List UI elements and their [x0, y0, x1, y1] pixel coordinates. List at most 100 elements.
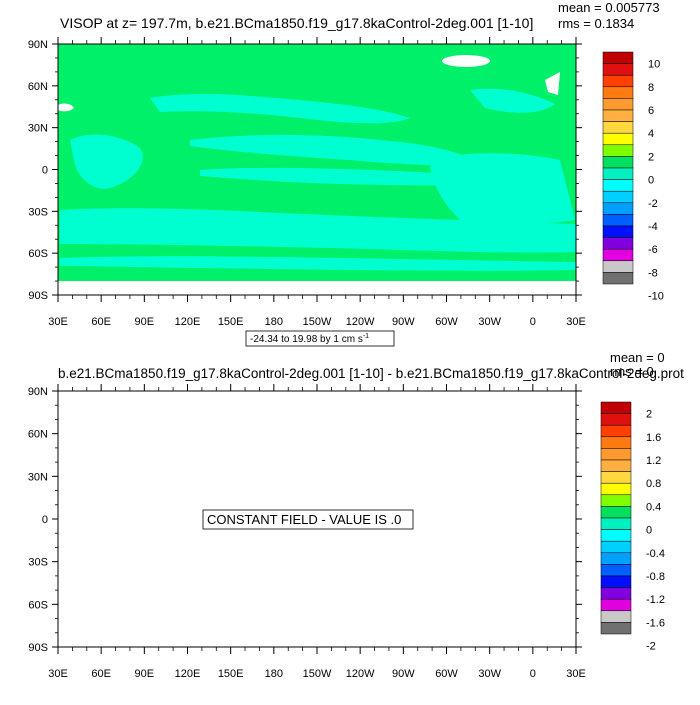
- ice-patch: [442, 55, 490, 67]
- bottom-colorbar-label: 0: [646, 525, 652, 537]
- anomaly-atlantic-north: [470, 88, 555, 113]
- bottom-colorbar-swatch: [600, 506, 632, 519]
- bottom-colorbar-label: 0.4: [646, 501, 661, 513]
- top-colorbar-swatch: [602, 51, 634, 64]
- top-xtick-label: 150W: [303, 316, 332, 328]
- anomaly-south-band: [60, 256, 576, 271]
- bottom-colorbar-swatch: [600, 587, 632, 600]
- top-colorbar-swatch: [602, 156, 634, 169]
- top-y-axis: 90N 60N 30N 0 30S 60S 90S: [28, 39, 582, 302]
- top-colorbar-label: 0: [648, 175, 654, 187]
- top-x-axis: 30E 60E 90E 120E 150E 180 150W 120W 90W 60W 30W 0 30…: [48, 37, 586, 328]
- anomaly-southern-ocean: [60, 208, 576, 253]
- top-colorbar-swatch: [602, 248, 634, 262]
- bottom-colorbar-swatch: [600, 575, 632, 588]
- top-colorbar-label: 10: [648, 59, 660, 71]
- bottom-colorbar-label: -0.4: [646, 548, 665, 560]
- top-colorbar-label: -10: [648, 291, 664, 303]
- bottom-colorbar-swatch: [600, 517, 632, 530]
- bottom-mean: mean = 0: [610, 350, 665, 365]
- bottom-xtick-label: 150E: [218, 668, 244, 680]
- vector-label-box: [245, 330, 395, 347]
- bottom-colorbar-label: -2: [646, 641, 656, 653]
- land-mask-west: [58, 103, 74, 112]
- bottom-panel: b.e21.BCma1850.f19_g17.8kaControl-2deg.0…: [28, 350, 684, 680]
- bottom-colorbar-swatch: [600, 448, 632, 461]
- anomaly-north-pacific: [150, 94, 410, 124]
- top-colorbar-swatch: [602, 63, 634, 76]
- bottom-colorbar-label: -1.6: [646, 617, 665, 629]
- top-colorbar-swatch: [602, 260, 634, 273]
- top-ytick-label: 30N: [28, 123, 48, 135]
- bottom-xtick-label: 120W: [346, 668, 375, 680]
- bottom-ytick-label: 30S: [28, 557, 48, 569]
- vector-label: -24.34 to 19.98 by 1 cm s-1: [250, 333, 369, 345]
- top-panel: VISOP at z= 197.7m, b.e21.BCma1850.f19_g…: [28, 0, 664, 347]
- bottom-xtick-label: 150W: [303, 668, 332, 680]
- top-rms: rms = 0.1834: [558, 16, 634, 31]
- bottom-colorbar-label: -1.2: [646, 594, 665, 606]
- bottom-colorbar-swatch: [600, 610, 632, 623]
- bottom-y-axis: 90N 60N 30N 0 30S 60S 90S: [28, 386, 582, 654]
- top-colorbar: 10 8 6 4 2 0 -2 -4 -6 -8 -10: [602, 51, 664, 303]
- anomaly-indian: [70, 134, 143, 189]
- top-colorbar-swatch: [602, 86, 634, 99]
- anomaly-south-atlantic: [430, 153, 575, 224]
- constant-field-label: CONSTANT FIELD - VALUE IS .0: [207, 512, 401, 527]
- top-colorbar-label: -4: [648, 221, 658, 233]
- top-colorbar-swatch: [602, 272, 634, 285]
- bottom-colorbar-label: 0.8: [646, 478, 661, 490]
- bottom-xtick-label: 90W: [392, 668, 415, 680]
- bottom-xtick-label: 90E: [135, 668, 155, 680]
- top-ytick-label: 90N: [28, 39, 48, 51]
- top-xtick-label: 0: [530, 316, 536, 328]
- bottom-ytick-label: 60S: [28, 599, 48, 611]
- bottom-colorbar-label: 1.2: [646, 455, 661, 467]
- bottom-colorbar-swatch: [600, 436, 632, 449]
- bottom-colorbar-label: -0.8: [646, 571, 665, 583]
- top-colorbar-swatch: [602, 98, 634, 111]
- bottom-colorbar-swatch: [600, 598, 632, 612]
- top-colorbar-swatch: [602, 225, 634, 238]
- land-mask-east: [545, 72, 560, 95]
- bottom-x-axis: 30E 60E 90E 120E 150E 180 150W 120W 90W 60W 30W 0 30…: [48, 384, 586, 680]
- top-title: VISOP at z= 197.7m, b.e21.BCma1850.f19_g…: [60, 15, 533, 31]
- top-colorbar-swatch: [602, 214, 634, 227]
- top-xtick-label: 180: [265, 316, 283, 328]
- top-xtick-label: 120W: [346, 316, 375, 328]
- bottom-colorbar-swatch: [600, 529, 632, 542]
- top-colorbar-label: -8: [648, 267, 658, 279]
- bottom-colorbar-swatch: [600, 622, 632, 635]
- top-colorbar-swatch: [602, 237, 634, 250]
- bottom-xtick-label: 30W: [478, 668, 501, 680]
- top-xtick-label: 60E: [91, 316, 111, 328]
- bottom-colorbar: 2 1.6 1.2 0.8 0.4 0 -0.4 -0.8 -1.2 -1.6 -2: [600, 401, 665, 653]
- top-colorbar-swatch: [602, 179, 634, 192]
- top-colorbar-swatch: [602, 190, 634, 204]
- top-xtick-label: 120E: [175, 316, 201, 328]
- top-colorbar-label: 6: [648, 105, 654, 117]
- bottom-colorbar-label: 1.6: [646, 432, 661, 444]
- top-ytick-label: 90S: [28, 290, 48, 302]
- bottom-colorbar-swatch: [600, 482, 632, 496]
- top-ytick-label: 60S: [28, 248, 48, 260]
- top-colorbar-swatch: [602, 74, 634, 88]
- bottom-colorbar-swatch: [600, 494, 632, 507]
- top-xtick-label: 60W: [435, 316, 458, 328]
- top-colorbar-swatch: [602, 144, 634, 157]
- anomaly-pacific-band: [190, 134, 480, 166]
- top-colorbar-label: -2: [648, 198, 658, 210]
- top-ytick-label: 0: [42, 165, 48, 177]
- top-xtick-label: 30W: [478, 316, 501, 328]
- bottom-ytick-label: 60N: [28, 429, 48, 441]
- bottom-xtick-label: 180: [265, 668, 283, 680]
- bottom-title: b.e21.BCma1850.f19_g17.8kaControl-2deg.0…: [58, 366, 684, 381]
- top-colorbar-swatch: [602, 109, 634, 122]
- top-colorbar-label: 8: [648, 82, 654, 94]
- top-colorbar-label: 4: [648, 128, 654, 140]
- bottom-ytick-label: 90N: [28, 386, 48, 398]
- top-colorbar-label: -6: [648, 244, 658, 256]
- bottom-ytick-label: 30N: [28, 471, 48, 483]
- bottom-colorbar-swatch: [600, 540, 632, 554]
